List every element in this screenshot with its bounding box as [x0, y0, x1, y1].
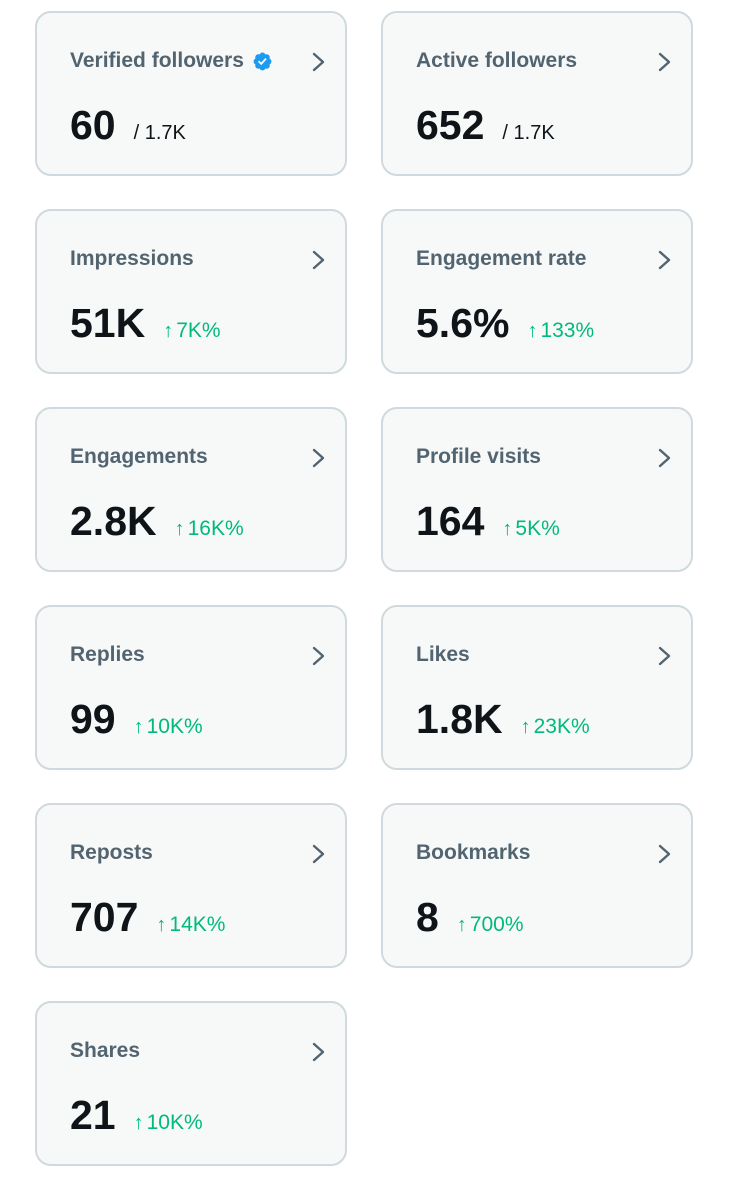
arrow-up-icon: ↑: [133, 1112, 144, 1134]
metric-label-container: Bookmarks: [416, 839, 530, 867]
chevron-right-icon: [658, 250, 671, 270]
metric-card-active-followers[interactable]: Active followers 652 / 1.7K: [381, 11, 693, 176]
analytics-metrics-grid: Verified followers 60 / 1.7K Active foll…: [35, 11, 693, 1166]
metric-change-value: 14K%: [169, 913, 226, 936]
verified-badge-icon: [253, 52, 272, 70]
metric-label-container: Impressions: [70, 245, 194, 273]
metric-value: 2.8K: [70, 498, 157, 544]
metric-card-profile-visits[interactable]: Profile visits 164 ↑ 5K%: [381, 407, 693, 572]
metric-label-container: Verified followers: [70, 47, 273, 75]
metric-label: Profile visits: [416, 445, 541, 468]
metric-change-value: 23K%: [533, 715, 590, 738]
metric-label: Active followers: [416, 49, 578, 72]
metric-card-reposts[interactable]: Reposts 707 ↑ 14K%: [35, 803, 347, 968]
metric-label-container: Engagement rate: [416, 245, 586, 273]
arrow-up-icon: ↑: [520, 716, 531, 738]
metric-label-container: Active followers: [416, 47, 577, 75]
metric-value-row: 60 / 1.7K: [70, 103, 186, 147]
metric-value: 99: [70, 696, 116, 742]
metric-value: 1.8K: [416, 696, 503, 742]
metric-card-engagement-rate[interactable]: Engagement rate 5.6% ↑ 133%: [381, 209, 693, 374]
metric-value: 60: [70, 102, 116, 148]
metric-label: Replies: [70, 643, 145, 666]
metric-value-row: 99 ↑ 10K%: [70, 697, 203, 741]
chevron-right-icon: [312, 646, 325, 666]
metric-label-container: Shares: [70, 1037, 140, 1065]
metric-card-impressions[interactable]: Impressions 51K ↑ 7K%: [35, 209, 347, 374]
metric-label: Reposts: [70, 841, 153, 864]
chevron-right-icon: [312, 1042, 325, 1062]
chevron-right-icon: [658, 844, 671, 864]
chevron-right-icon: [312, 52, 325, 72]
metric-card-replies[interactable]: Replies 99 ↑ 10K%: [35, 605, 347, 770]
metric-value: 707: [70, 894, 139, 940]
metric-total: / 1.7K: [133, 122, 186, 144]
metric-card-bookmarks[interactable]: Bookmarks 8 ↑ 700%: [381, 803, 693, 968]
metric-change: ↑ 23K%: [521, 715, 590, 739]
metric-value-row: 21 ↑ 10K%: [70, 1093, 203, 1137]
metric-change-value: 133%: [540, 319, 595, 342]
chevron-right-icon: [312, 844, 325, 864]
metric-change: ↑ 14K%: [156, 913, 225, 937]
metric-total: / 1.7K: [502, 122, 555, 144]
metric-label: Engagements: [70, 445, 208, 468]
metric-change-value: 5K%: [515, 517, 560, 540]
arrow-up-icon: ↑: [527, 320, 538, 342]
metric-change: ↑ 10K%: [134, 715, 203, 739]
metric-value: 21: [70, 1092, 116, 1138]
metric-value-row: 8 ↑ 700%: [416, 895, 524, 939]
metric-value: 5.6%: [416, 300, 510, 346]
chevron-right-icon: [658, 448, 671, 468]
metric-label: Likes: [416, 643, 470, 666]
metric-change-value: 10K%: [146, 1111, 203, 1134]
metric-label-container: Reposts: [70, 839, 153, 867]
metric-change-value: 700%: [469, 913, 524, 936]
metric-label: Shares: [70, 1039, 141, 1062]
metric-card-shares[interactable]: Shares 21 ↑ 10K%: [35, 1001, 347, 1166]
metric-value: 164: [416, 498, 485, 544]
metric-label: Verified followers: [70, 49, 244, 72]
metric-label: Bookmarks: [416, 841, 531, 864]
metric-value-row: 1.8K ↑ 23K%: [416, 697, 590, 741]
metric-change: ↑ 7K%: [163, 319, 220, 343]
chevron-right-icon: [312, 448, 325, 468]
metric-label: Impressions: [70, 247, 194, 270]
arrow-up-icon: ↑: [174, 518, 185, 540]
metric-value-row: 51K ↑ 7K%: [70, 301, 221, 345]
metric-label-container: Replies: [70, 641, 145, 669]
metric-change-value: 16K%: [187, 517, 244, 540]
chevron-right-icon: [658, 646, 671, 666]
metric-label: Engagement rate: [416, 247, 587, 270]
metric-card-likes[interactable]: Likes 1.8K ↑ 23K%: [381, 605, 693, 770]
metric-value: 8: [416, 894, 439, 940]
metric-change-value: 10K%: [146, 715, 203, 738]
arrow-up-icon: ↑: [456, 914, 467, 936]
arrow-up-icon: ↑: [156, 914, 167, 936]
metric-value-row: 164 ↑ 5K%: [416, 499, 560, 543]
metric-card-engagements[interactable]: Engagements 2.8K ↑ 16K%: [35, 407, 347, 572]
metric-change-value: 7K%: [176, 319, 221, 342]
metric-value-row: 5.6% ↑ 133%: [416, 301, 594, 345]
metric-change: ↑ 10K%: [134, 1111, 203, 1135]
chevron-right-icon: [658, 52, 671, 72]
metric-change: ↑ 133%: [527, 319, 594, 343]
metric-value-row: 707 ↑ 14K%: [70, 895, 225, 939]
metric-value-row: 2.8K ↑ 16K%: [70, 499, 244, 543]
metric-change: ↑ 16K%: [175, 517, 244, 541]
metric-value-row: 652 / 1.7K: [416, 103, 555, 147]
metric-change: ↑ 5K%: [502, 517, 559, 541]
metric-card-verified-followers[interactable]: Verified followers 60 / 1.7K: [35, 11, 347, 176]
chevron-right-icon: [312, 250, 325, 270]
metric-value: 652: [416, 102, 485, 148]
arrow-up-icon: ↑: [133, 716, 144, 738]
metric-value: 51K: [70, 300, 146, 346]
metric-label-container: Engagements: [70, 443, 208, 471]
arrow-up-icon: ↑: [502, 518, 513, 540]
arrow-up-icon: ↑: [163, 320, 174, 342]
metric-label-container: Profile visits: [416, 443, 541, 471]
metric-change: ↑ 700%: [457, 913, 524, 937]
metric-label-container: Likes: [416, 641, 470, 669]
